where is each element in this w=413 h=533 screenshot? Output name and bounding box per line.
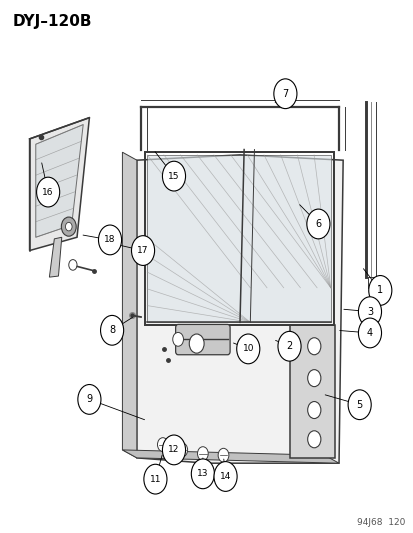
Circle shape — [78, 384, 101, 414]
Polygon shape — [122, 152, 137, 458]
Circle shape — [218, 448, 228, 462]
Circle shape — [157, 438, 168, 451]
Text: 2: 2 — [286, 341, 292, 351]
Circle shape — [277, 332, 300, 361]
Text: 94J68  120: 94J68 120 — [356, 518, 404, 527]
Text: 12: 12 — [168, 446, 179, 455]
Polygon shape — [147, 155, 330, 322]
Circle shape — [236, 334, 259, 364]
Circle shape — [307, 431, 320, 448]
Text: 11: 11 — [150, 475, 161, 483]
FancyBboxPatch shape — [175, 325, 230, 355]
Polygon shape — [289, 325, 334, 458]
Circle shape — [307, 338, 320, 355]
Circle shape — [65, 222, 72, 231]
Text: 10: 10 — [242, 344, 254, 353]
Circle shape — [131, 236, 154, 265]
Text: 13: 13 — [197, 470, 208, 478]
Text: 1: 1 — [376, 286, 382, 295]
Text: 9: 9 — [86, 394, 92, 405]
Circle shape — [191, 459, 214, 489]
Circle shape — [273, 79, 296, 109]
Text: 4: 4 — [366, 328, 372, 338]
Circle shape — [98, 225, 121, 255]
Circle shape — [197, 447, 208, 461]
Text: 17: 17 — [137, 246, 148, 255]
Circle shape — [368, 276, 391, 305]
Polygon shape — [49, 237, 62, 277]
Circle shape — [189, 334, 204, 353]
Circle shape — [214, 462, 237, 491]
Text: 5: 5 — [356, 400, 362, 410]
Circle shape — [306, 209, 329, 239]
Text: 18: 18 — [104, 236, 116, 245]
Circle shape — [100, 316, 123, 345]
Polygon shape — [36, 125, 83, 237]
Polygon shape — [29, 118, 89, 251]
Circle shape — [162, 435, 185, 465]
Circle shape — [61, 217, 76, 236]
Text: 8: 8 — [109, 325, 115, 335]
Circle shape — [36, 177, 59, 207]
Text: 3: 3 — [366, 306, 372, 317]
Polygon shape — [137, 155, 342, 463]
Circle shape — [307, 401, 320, 418]
Circle shape — [69, 260, 77, 270]
Text: 6: 6 — [315, 219, 320, 229]
Circle shape — [162, 161, 185, 191]
Text: 16: 16 — [42, 188, 54, 197]
Text: 7: 7 — [282, 88, 288, 99]
Text: 15: 15 — [168, 172, 179, 181]
Text: 14: 14 — [219, 472, 231, 481]
Text: DYJ–120B: DYJ–120B — [13, 14, 93, 29]
Circle shape — [347, 390, 370, 419]
Polygon shape — [122, 450, 338, 463]
Circle shape — [176, 443, 187, 457]
Circle shape — [307, 369, 320, 386]
Circle shape — [172, 333, 183, 346]
Circle shape — [358, 318, 381, 348]
Circle shape — [144, 464, 166, 494]
Circle shape — [358, 297, 381, 327]
